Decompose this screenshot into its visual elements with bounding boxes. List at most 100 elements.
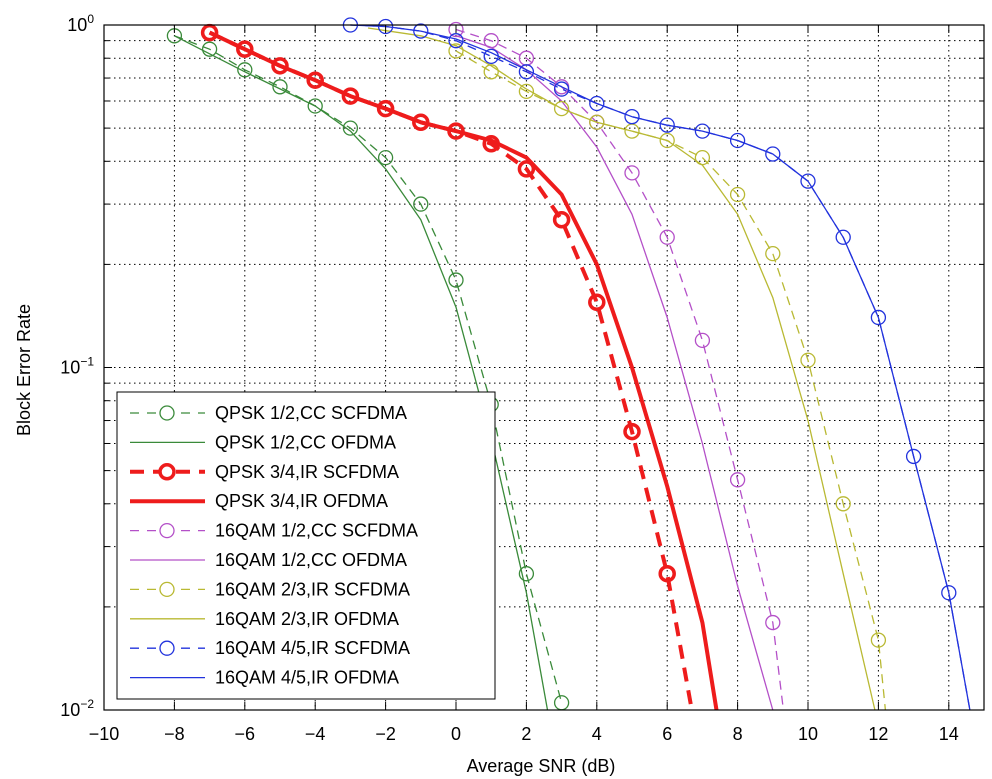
series-marker-4	[765, 614, 781, 631]
series-marker-4	[483, 33, 499, 49]
series-marker-6	[694, 149, 711, 166]
series-marker-4	[694, 332, 711, 349]
series-marker-8	[624, 109, 640, 125]
legend-label-6: 16QAM 2/3,IR SCFDMA	[215, 579, 410, 599]
series-marker-8	[589, 95, 605, 112]
series-marker-0	[518, 566, 535, 582]
series-marker-2	[412, 113, 430, 132]
series-line-1	[174, 35, 549, 711]
series-line-5	[455, 35, 774, 711]
x-tick-label: −4	[305, 724, 326, 744]
series-marker-2	[623, 422, 641, 441]
x-tick-label: −6	[235, 724, 256, 744]
series-marker-4	[448, 21, 464, 38]
y-tick-label: 100	[67, 12, 94, 35]
series-marker-8	[835, 229, 851, 245]
series-marker-2	[376, 99, 395, 118]
series-marker-4	[659, 229, 675, 245]
series-marker-6	[518, 83, 535, 100]
legend-label-9: 16QAM 4/5,IR OFDMA	[215, 668, 399, 688]
series-marker-2	[200, 23, 219, 42]
series-marker-0	[377, 149, 394, 166]
series-line-7	[367, 27, 876, 711]
x-tick-label: 2	[521, 724, 531, 744]
series-marker-8	[870, 309, 887, 326]
x-tick-label: 6	[662, 724, 672, 744]
series-marker-6	[800, 352, 816, 368]
series-marker-6	[835, 496, 851, 512]
legend-label-5: 16QAM 1/2,CC OFDMA	[215, 550, 407, 570]
series-marker-2	[236, 40, 254, 58]
series-marker-2	[271, 57, 289, 75]
series-marker-8	[694, 123, 711, 139]
x-tick-label: −10	[89, 724, 120, 744]
series-marker-2	[447, 122, 465, 140]
legend-label-7: 16QAM 2/3,IR OFDMA	[215, 609, 399, 629]
x-tick-label: 12	[868, 724, 888, 744]
series-marker-2	[517, 160, 536, 178]
series-marker-8	[765, 146, 781, 162]
series-marker-8	[729, 132, 746, 149]
x-tick-label: −8	[164, 724, 185, 744]
series-marker-2	[341, 87, 360, 105]
series-marker-8	[448, 33, 464, 49]
series-line-9	[350, 24, 971, 711]
plot-lines	[174, 24, 971, 711]
series-marker-8	[659, 117, 675, 133]
legend-label-8: 16QAM 4/5,IR SCFDMA	[215, 638, 410, 658]
series-marker-6	[765, 245, 781, 262]
x-tick-labels: −10 −8 −6 −4 −2 0 2 4 6 8 10 12 14	[89, 724, 959, 744]
series-marker-8	[413, 23, 429, 39]
series-marker-0	[307, 98, 323, 114]
series-marker-2	[658, 564, 676, 583]
legend-label-2: QPSK 3/4,IR SCFDMA	[215, 462, 399, 482]
series-marker-0	[342, 120, 359, 136]
series-marker-2	[588, 293, 606, 312]
series-marker-2	[552, 211, 571, 229]
legend-marker-8	[159, 640, 175, 656]
legend-label-1: QPSK 1/2,CC OFDMA	[215, 432, 396, 452]
series-marker-6	[870, 632, 887, 648]
y-axis-label: Block Error Rate	[14, 304, 34, 436]
legend: QPSK 1/2,CC SCFDMA QPSK 1/2,CC OFDMA QPSK …	[116, 391, 496, 700]
series-marker-0	[448, 272, 464, 288]
series-marker-6	[729, 186, 746, 203]
series-marker-6	[483, 64, 499, 80]
legend-label-4: 16QAM 1/2,CC SCFDMA	[215, 521, 418, 541]
x-tick-label: 10	[798, 724, 818, 744]
x-tick-label: 14	[939, 724, 959, 744]
legend-box	[116, 391, 496, 700]
legend-marker-2	[158, 463, 176, 481]
series-line-3	[208, 30, 719, 711]
y-tick-label: 10−2	[60, 697, 94, 720]
series-marker-0	[237, 62, 253, 78]
y-tick-label: 10−1	[60, 355, 94, 378]
series-marker-6	[553, 100, 570, 117]
series-marker-8	[800, 173, 816, 189]
series-marker-0	[201, 41, 218, 57]
x-tick-label: −2	[375, 724, 396, 744]
legend-label-3: QPSK 3/4,IR OFDMA	[215, 491, 388, 511]
legend-marker-4	[159, 522, 175, 539]
series-marker-2	[306, 71, 324, 89]
series-marker-6	[589, 114, 605, 130]
legend-marker-6	[159, 581, 175, 598]
series-marker-8	[518, 64, 535, 80]
plot-markers	[166, 17, 957, 711]
x-tick-label: 8	[733, 724, 743, 744]
series-marker-8	[377, 18, 394, 35]
series-marker-0	[272, 79, 288, 95]
y-tick-labels: 100 10−1 10−2	[60, 12, 94, 720]
series-marker-8	[941, 585, 957, 601]
series-marker-8	[553, 81, 570, 97]
x-tick-label: 0	[451, 724, 461, 744]
series-marker-4	[729, 472, 746, 488]
series-marker-4	[624, 165, 640, 181]
x-axis-label: Average SNR (dB)	[467, 756, 616, 776]
legend-label-0: QPSK 1/2,CC SCFDMA	[215, 403, 407, 423]
series-marker-8	[905, 448, 922, 465]
series-marker-0	[413, 196, 429, 212]
series-line-4	[455, 28, 785, 711]
ticks	[103, 24, 984, 711]
